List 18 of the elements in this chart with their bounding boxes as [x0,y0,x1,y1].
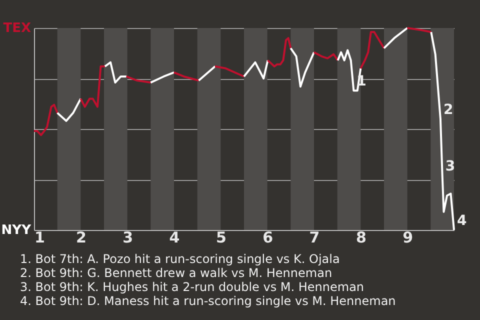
x-tick-label: 7 [309,228,320,246]
text: 1. Bot 7th: A. Pozo hit a run-scoring single vs K. Ojala [20,252,340,266]
x-tick-label: 3 [122,228,134,246]
text: 3. Bot 9th: K. Hughes hit a 2-run double vs M. Henneman [20,280,364,294]
text: 2. Bot 9th: G. Bennett drew a walk vs M. Henneman [20,266,332,280]
x-tick-label: 1 [34,228,45,246]
text: NYY [1,223,32,238]
annotation: 3 [445,158,456,174]
text: 4. Bot 9th: D. Maness hit a run-scoring single vs M. Henneman [20,294,396,308]
x-tick-label: 9 [402,228,414,246]
x-tick-label: 8 [356,228,366,246]
x-tick-label: 4 [169,228,180,246]
x-tick-label: 5 [216,228,226,246]
x-tick-label: 2 [76,228,86,246]
x-tick-label: 6 [262,228,274,246]
annotation: 2 [443,102,454,118]
annotation: 4 [457,213,467,229]
text: TEX [3,21,31,36]
